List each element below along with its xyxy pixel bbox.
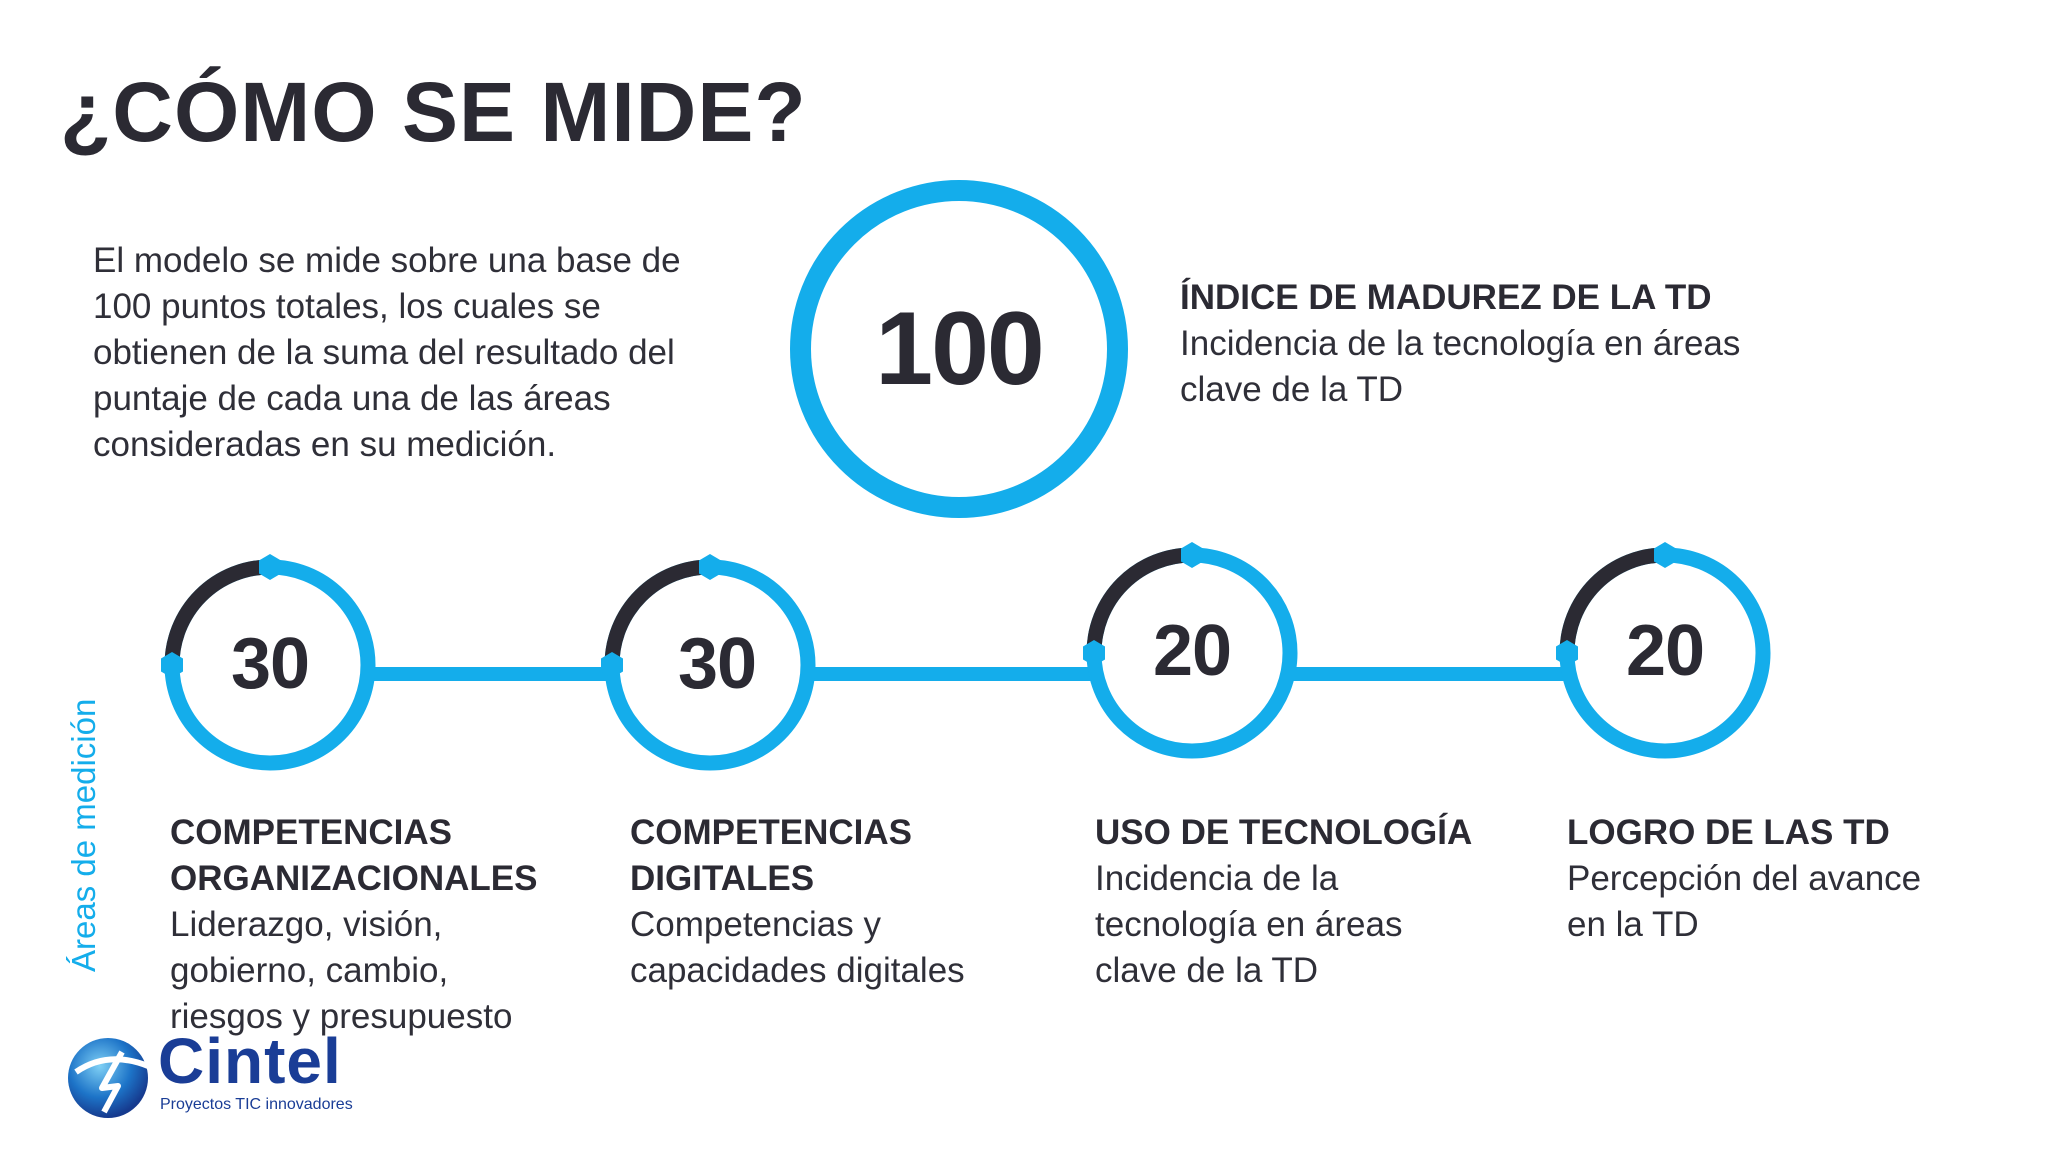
area-desc-line: Incidencia de la — [1095, 859, 1339, 898]
page-title: ¿CÓMO SE MIDE? — [60, 65, 807, 159]
area-ring-logro-de-las-td — [1556, 542, 1771, 759]
area-desc-line: Competencias y — [630, 905, 881, 944]
area-desc-line: capacidades digitales — [630, 951, 965, 990]
area-ring-uso-de-tecnologia — [1083, 542, 1298, 759]
total-score-value: 100 — [875, 290, 1045, 407]
area-heading-line: LOGRO DE LAS TD — [1567, 813, 1890, 852]
connector-line — [372, 667, 612, 681]
area-score-value: 30 — [230, 624, 310, 704]
connector-line — [1292, 667, 1570, 681]
area-desc-line: Liderazgo, visión, — [170, 905, 443, 944]
area-desc-line: gobierno, cambio, — [170, 951, 449, 990]
area-desc-line: clave de la TD — [1095, 951, 1319, 990]
total-score-ring: 100 — [790, 180, 1128, 518]
area-score-value: 20 — [1625, 611, 1705, 691]
intro-line: 100 puntos totales, los cuales se — [93, 287, 601, 326]
maturity-index-desc-line: clave de la TD — [1180, 370, 1404, 409]
intro-line: obtienen de la suma del resultado del — [93, 333, 675, 372]
connector-line — [814, 667, 1100, 681]
area-desc-line: riesgos y presupuesto — [170, 997, 513, 1036]
area-label-logro-de-las-td: LOGRO DE LAS TD Percepción del avance en… — [1567, 810, 2007, 948]
area-label-uso-de-tecnologia: USO DE TECNOLOGÍA Incidencia de la tecno… — [1095, 810, 1535, 994]
area-label-competencias-digitales: COMPETENCIAS DIGITALES Competencias y ca… — [630, 810, 1050, 994]
areas-vertical-label: Áreas de medición — [65, 698, 102, 972]
area-score-value: 30 — [677, 624, 757, 704]
area-desc-line: en la TD — [1567, 905, 1699, 944]
logo-wordmark: Cintel — [158, 1025, 342, 1097]
maturity-index-block: ÍNDICE DE MADUREZ DE LA TD Incidencia de… — [1180, 275, 1860, 413]
area-heading-line: ORGANIZACIONALES — [170, 859, 538, 898]
area-heading-line: COMPETENCIAS — [170, 813, 452, 852]
intro-line: El modelo se mide sobre una base de — [93, 241, 681, 280]
maturity-index-heading: ÍNDICE DE MADUREZ DE LA TD — [1180, 278, 1712, 317]
area-ring-competencias-organizacionales — [161, 554, 376, 771]
area-desc-line: Percepción del avance — [1567, 859, 1922, 898]
intro-paragraph: El modelo se mide sobre una base de 100 … — [93, 238, 753, 468]
intro-line: puntaje de cada una de las áreas — [93, 379, 611, 418]
area-heading-line: USO DE TECNOLOGÍA — [1095, 813, 1473, 852]
area-ring-competencias-digitales — [601, 554, 816, 771]
intro-line: consideradas en su medición. — [93, 425, 557, 464]
area-label-competencias-organizacionales: COMPETENCIAS ORGANIZACIONALES Liderazgo,… — [170, 810, 610, 1040]
logo-tagline: Proyectos TIC innovadores — [160, 1096, 353, 1113]
area-desc-line: tecnología en áreas — [1095, 905, 1403, 944]
area-heading-line: COMPETENCIAS — [630, 813, 912, 852]
cintel-globe-icon — [68, 1038, 150, 1118]
area-score-value: 20 — [1152, 611, 1232, 691]
cintel-logo: Cintel Proyectos TIC innovadores — [62, 1025, 392, 1122]
area-heading-line: DIGITALES — [630, 859, 815, 898]
maturity-index-desc-line: Incidencia de la tecnología en áreas — [1180, 324, 1741, 363]
